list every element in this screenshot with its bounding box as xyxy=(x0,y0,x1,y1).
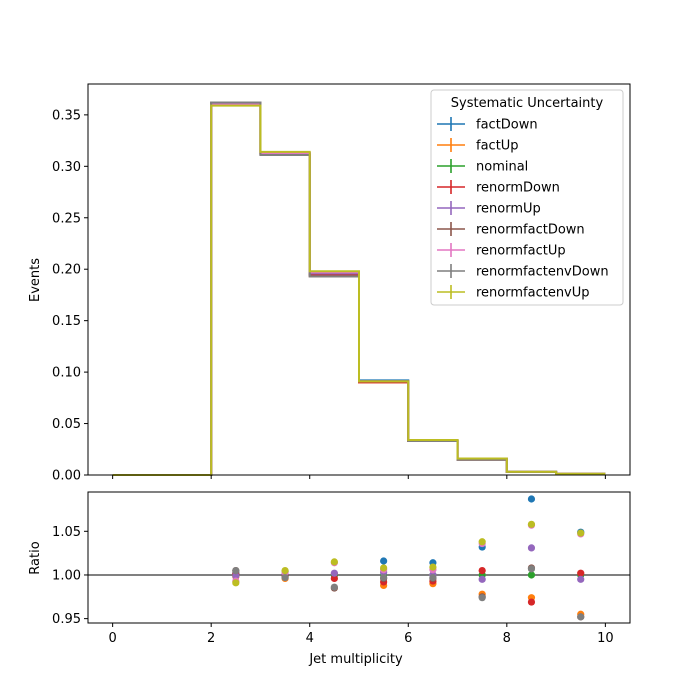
ratio-point-renormfactenvUp xyxy=(478,538,486,546)
legend-label: renormfactenvDown xyxy=(476,265,609,280)
ratio-points xyxy=(232,495,585,621)
legend-entry-nominal: nominal xyxy=(437,159,528,175)
ratio-point-renormDown xyxy=(330,574,338,583)
ratio-point-renormfactenvUp xyxy=(527,520,536,528)
ratio-y-tick-label: 1.00 xyxy=(52,568,81,583)
legend-label: factDown xyxy=(476,118,538,133)
ratio-y-tick-label: 1.05 xyxy=(52,525,81,540)
ratio-point-renormfactenvDown xyxy=(429,573,437,582)
ratio-point-renormfactenvDown xyxy=(232,567,240,575)
ratio-point-renormDown xyxy=(527,598,536,606)
main-x-ticks xyxy=(112,475,606,479)
y-axis-label-events: Events xyxy=(28,258,43,302)
ratio-point-factDown xyxy=(527,495,536,503)
ratio-point-factDown xyxy=(380,557,388,565)
ratio-point-nominal xyxy=(527,571,536,579)
ratio-point-renormUp xyxy=(232,572,240,580)
legend-entries: factDown factUp nominal renormDown renormUp r… xyxy=(437,117,609,301)
legend-entry-renormfactenvUp: renormfactenvUp xyxy=(437,285,590,301)
ratio-point-renormfactenvDown xyxy=(281,573,289,582)
y-axis-label-ratio: Ratio xyxy=(28,541,43,574)
ratio-x-tick-label: 2 xyxy=(207,631,215,646)
ratio-point-renormDown xyxy=(577,569,585,577)
legend-label: nominal xyxy=(476,160,528,175)
legend-entry-factUp: factUp xyxy=(437,138,519,154)
ratio-x-ticks: 0 2 4 6 8 10 xyxy=(108,623,614,646)
main-plot-frame xyxy=(87,83,631,476)
ratio-point-renormfactenvDown xyxy=(527,565,536,573)
ratio-point-renormUp xyxy=(527,544,536,552)
legend-label: renormfactDown xyxy=(476,223,585,238)
legend-label: renormfactenvUp xyxy=(476,286,590,301)
y-tick-label: 0.30 xyxy=(52,160,81,175)
ratio-x-tick-label: 0 xyxy=(108,631,116,646)
ratio-point-renormfactenvUp xyxy=(380,564,388,572)
ratio-point-renormUp xyxy=(478,575,486,583)
ratio-point-renormfactenvDown xyxy=(380,573,388,582)
ratio-point-renormfactenvUp xyxy=(232,579,240,587)
ratio-plot-frame xyxy=(87,491,631,624)
legend-entry-renormDown: renormDown xyxy=(437,180,560,196)
legend-box xyxy=(430,89,624,306)
ratio-point-renormUp xyxy=(577,575,585,583)
ratio-point-renormfactenvDown xyxy=(330,583,338,591)
legend-label: renormUp xyxy=(476,202,541,217)
y-tick-label: 0.15 xyxy=(52,314,81,329)
y-tick-label: 0.20 xyxy=(52,263,81,278)
y-tick-label: 0.05 xyxy=(52,417,81,432)
legend-title: Systematic Uncertainty xyxy=(451,96,604,111)
ratio-x-tick-label: 4 xyxy=(306,631,314,646)
ratio-x-tick-label: 6 xyxy=(404,631,412,646)
histogram-steps xyxy=(112,101,606,476)
x-axis-label: Jet multiplicity xyxy=(308,652,403,667)
ratio-point-renormUp xyxy=(330,569,338,577)
legend: Systematic Uncertainty factDown factUp nom… xyxy=(430,89,624,306)
ratio-point-renormfactenvDown xyxy=(577,613,585,621)
ratio-point-renormfactenvUp xyxy=(330,558,338,566)
legend-label: renormfactUp xyxy=(476,244,566,259)
ratio-point-renormfactenvUp xyxy=(429,563,437,571)
y-tick-label: 0.25 xyxy=(52,211,81,226)
legend-label: factUp xyxy=(476,139,519,154)
y-tick-label: 0.10 xyxy=(52,366,81,381)
ratio-point-renormfactenvUp xyxy=(577,529,585,537)
ratio-point-renormDown xyxy=(478,567,486,575)
y-tick-label: 0.00 xyxy=(52,469,81,484)
ratio-point-renormfactenvDown xyxy=(478,594,486,602)
histogram-line-renormfactenvUp xyxy=(112,104,606,476)
ratio-x-tick-label: 10 xyxy=(597,631,614,646)
legend-entry-factDown: factDown xyxy=(437,117,538,133)
legend-entry-renormfactenvDown: renormfactenvDown xyxy=(437,264,609,280)
main-y-ticks: 0.00 0.05 0.10 0.15 0.20 0.25 0.30 0.35 xyxy=(52,108,88,484)
legend-label: renormDown xyxy=(476,181,560,196)
legend-entry-renormUp: renormUp xyxy=(437,201,541,217)
legend-entry-renormfactDown: renormfactDown xyxy=(437,222,585,238)
ratio-y-tick-label: 0.95 xyxy=(52,612,81,627)
ratio-x-tick-label: 8 xyxy=(503,631,511,646)
ratio-panel: 0.95 1.00 1.05 0 2 4 6 8 10 Ratio Jet multiplic… xyxy=(28,491,631,667)
ratio-point-renormfactenvUp xyxy=(281,567,289,575)
y-tick-label: 0.35 xyxy=(52,108,81,123)
ratio-y-ticks: 0.95 1.00 1.05 xyxy=(52,525,88,627)
legend-entry-renormfactUp: renormfactUp xyxy=(437,243,566,259)
main-panel: 0.00 0.05 0.10 0.15 0.20 0.25 0.30 0.35 Events xyxy=(28,83,631,484)
